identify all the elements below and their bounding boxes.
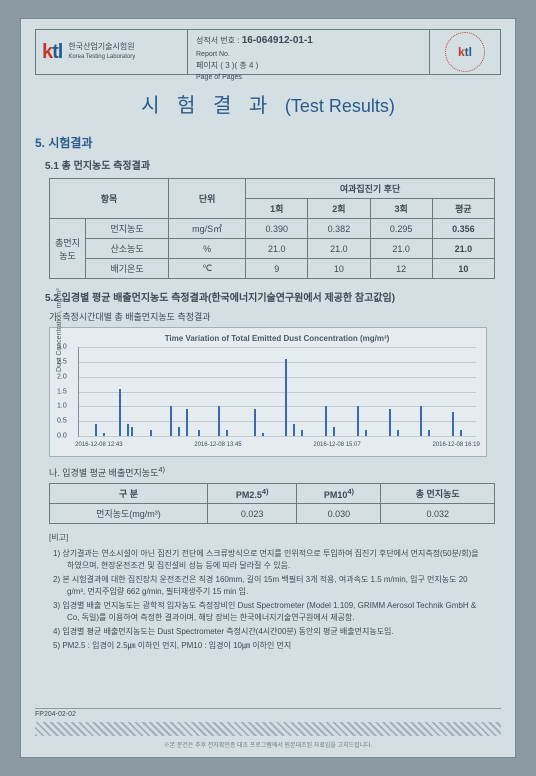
form-number: FP204-02-02 — [35, 711, 76, 718]
logo-box: ktl 한국산업기술시험원 Korea Testing Laboratory — [36, 30, 188, 74]
footer-micro: ※본 문건은 추후 전자확인증 대조 프로그램에서 원본대조된 자료임을 고지드… — [35, 740, 501, 749]
note-item: 3) 입경별 배출 먼지농도는 광학적 입자농도 측정장비인 Dust Spec… — [53, 600, 487, 624]
note-item: 4) 입경별 평균 배출먼지농도는 Dust Spectrometer 측정시간… — [53, 626, 487, 638]
header: ktl 한국산업기술시험원 Korea Testing Laboratory 성… — [35, 29, 501, 75]
sub-5-2: 5.2 입경별 평균 배출먼지농도 측정결과(한국에너지기술연구원에서 제공한 … — [45, 289, 501, 304]
notes-list: 1) 상기결과는 연소시설이 아닌 집진기 전단에 스크류방식으로 먼지를 인위… — [49, 548, 487, 652]
note-item: 1) 상기결과는 연소시설이 아닌 집진기 전단에 스크류방식으로 먼지를 인위… — [53, 548, 487, 572]
chart-area: 0.00.51.01.52.02.53.02016-12-08 12:43201… — [78, 347, 476, 437]
sub-5-2-b: 나. 입경별 평균 배출먼지농도4) — [49, 465, 501, 479]
org-name: 한국산업기술시험원 Korea Testing Laboratory — [68, 43, 135, 61]
footer: FP204-02-02 ※본 문건은 추후 전자확인증 대조 프로그램에서 원본… — [35, 708, 501, 749]
time-variation-chart: Dust Concentration, mg/m³ Time Variation… — [49, 327, 487, 457]
notes-block: [비고] 1) 상기결과는 연소시설이 아닌 집진기 전단에 스크류방식으로 먼… — [49, 532, 487, 652]
note-item: 2) 본 시험결과에 대한 집진장치 운전조건은 직경 160mm, 길이 15… — [53, 574, 487, 598]
note-item: 5) PM2.5 : 입경이 2.5㎛ 이하인 먼지, PM10 : 입경이 1… — [53, 640, 487, 652]
chart-title: Time Variation of Total Emitted Dust Con… — [78, 334, 476, 343]
notes-heading: [비고] — [49, 532, 487, 544]
report-info: 성적서 번호 : 16-064912-01-1 Report No. 페이지 (… — [188, 30, 430, 74]
table-dust-total: 항목 단위 여과집진기 후단 1회2회 3회평균 총먼지 농도 먼지농도mg/S… — [49, 178, 495, 279]
page-title: 시 험 결 과 (Test Results) — [35, 89, 501, 118]
table-pm: 구 분 PM2.54) PM104) 총 먼지농도 먼지농도(mg/m³) 0.… — [49, 483, 495, 524]
ktl-logo-icon: ktl — [42, 41, 62, 64]
sub-5-2-a: 가. 측정시간대별 총 배출먼지농도 측정결과 — [49, 310, 501, 323]
section-5-heading: 5. 시험결과 — [35, 134, 501, 151]
security-hatch — [35, 722, 501, 736]
stamp-box: ktl — [430, 30, 500, 74]
sub-5-1: 5.1 총 먼지농도 측정결과 — [45, 157, 501, 172]
document-page: ktl 한국산업기술시험원 Korea Testing Laboratory 성… — [20, 18, 516, 758]
ktl-stamp-icon: ktl — [445, 32, 485, 72]
